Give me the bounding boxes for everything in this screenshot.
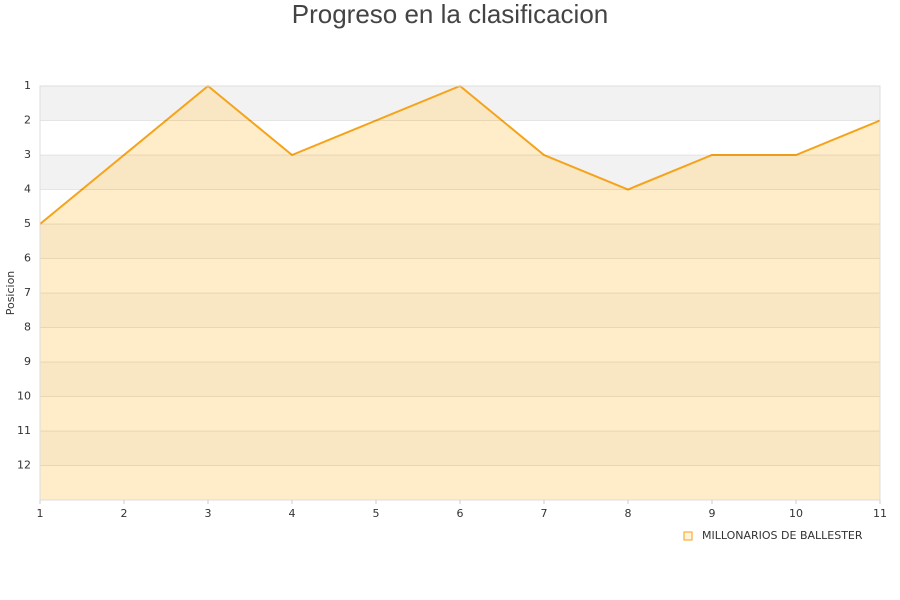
x-tick-label: 6 bbox=[457, 507, 464, 520]
x-tick-label: 3 bbox=[205, 507, 212, 520]
y-tick-label: 2 bbox=[24, 114, 31, 127]
x-tick-label: 7 bbox=[541, 507, 548, 520]
y-tick-label: 11 bbox=[17, 424, 31, 437]
legend-label: MILLONARIOS DE BALLESTER bbox=[702, 529, 863, 542]
y-tick-label: 8 bbox=[24, 321, 31, 334]
y-tick-label: 5 bbox=[24, 217, 31, 230]
x-tick-label: 10 bbox=[789, 507, 803, 520]
y-tick-label: 9 bbox=[24, 355, 31, 368]
x-tick-label: 11 bbox=[873, 507, 887, 520]
chart-title: Progreso en la clasificacion bbox=[292, 0, 609, 29]
y-tick-label: 7 bbox=[24, 286, 31, 299]
x-tick-label: 4 bbox=[289, 507, 296, 520]
x-tick-label: 9 bbox=[709, 507, 716, 520]
x-tick-label: 8 bbox=[625, 507, 632, 520]
y-axis-label: Posicion bbox=[4, 271, 17, 316]
y-tick-label: 12 bbox=[17, 459, 31, 472]
x-tick-label: 5 bbox=[373, 507, 380, 520]
area bbox=[40, 86, 880, 500]
x-tick-label: 2 bbox=[121, 507, 128, 520]
x-tick-label: 1 bbox=[37, 507, 44, 520]
y-tick-label: 6 bbox=[24, 252, 31, 265]
y-tick-label: 1 bbox=[24, 79, 31, 92]
y-tick-label: 4 bbox=[24, 183, 31, 196]
y-tick-label: 3 bbox=[24, 148, 31, 161]
y-tick-label: 10 bbox=[17, 390, 31, 403]
legend-swatch bbox=[683, 531, 693, 541]
